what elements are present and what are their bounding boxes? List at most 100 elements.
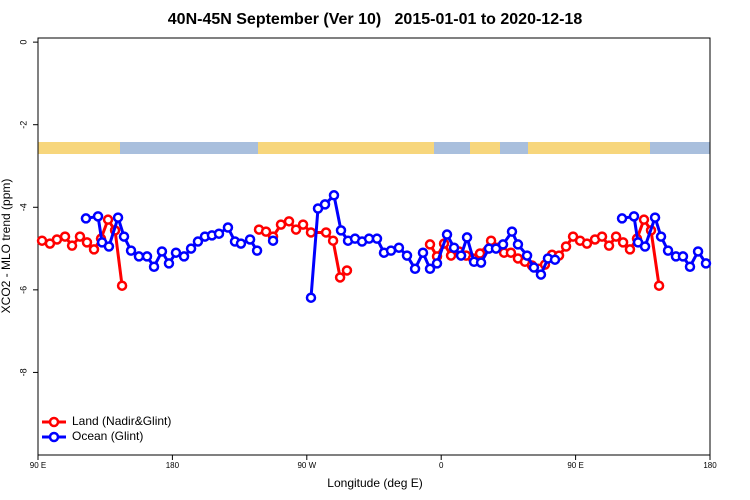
data-point xyxy=(455,250,467,261)
data-point xyxy=(283,216,295,227)
x-tick-label: 90 E xyxy=(567,461,583,470)
data-point xyxy=(74,231,86,242)
data-point xyxy=(684,261,696,272)
chart-title: 40N-45N September (Ver 10) 2015-01-01 to… xyxy=(168,11,583,28)
plot-frame xyxy=(37,37,711,456)
legend-marker xyxy=(48,431,60,443)
data-point xyxy=(80,213,92,224)
data-point xyxy=(235,238,247,249)
data-point xyxy=(328,190,340,201)
data-point xyxy=(156,246,168,257)
data-point xyxy=(549,254,561,265)
data-point xyxy=(297,219,309,230)
data-point xyxy=(66,240,78,251)
y-tick-label: -6 xyxy=(18,286,28,294)
data-point xyxy=(409,263,421,275)
x-tick-label: 90 W xyxy=(297,461,316,470)
data-point xyxy=(628,211,640,222)
data-point xyxy=(700,258,712,269)
data-point xyxy=(112,212,124,223)
data-point xyxy=(474,248,486,259)
y-axis-label: XCO2 - MLO trend (ppm) xyxy=(0,179,13,314)
data-point xyxy=(424,239,436,250)
data-point xyxy=(417,247,429,258)
data-point xyxy=(692,246,704,257)
data-point xyxy=(521,250,533,261)
legend-marker xyxy=(48,416,60,428)
data-point xyxy=(244,234,256,245)
data-point xyxy=(51,234,63,245)
data-point xyxy=(371,233,383,244)
data-point xyxy=(441,229,453,240)
data-point xyxy=(497,239,509,250)
data-point xyxy=(116,280,128,291)
data-point xyxy=(424,263,436,275)
data-point xyxy=(148,261,160,272)
data-point xyxy=(560,241,572,252)
data-point xyxy=(320,227,332,238)
y-tick-label: -4 xyxy=(18,203,28,211)
data-point xyxy=(596,231,608,242)
x-tick-label: 90 E xyxy=(30,461,46,470)
data-point xyxy=(92,211,104,222)
y-tick-label: 0 xyxy=(18,40,28,45)
data-point xyxy=(506,226,518,237)
data-point xyxy=(335,225,347,236)
data-point xyxy=(305,227,317,238)
data-point xyxy=(290,224,302,235)
data-point xyxy=(275,219,287,230)
data-point xyxy=(222,222,234,233)
legend-label: Land (Nadir&Glint) xyxy=(72,414,171,428)
data-point xyxy=(341,265,353,276)
data-point xyxy=(653,280,665,291)
y-tick-label: -8 xyxy=(18,368,28,376)
data-point xyxy=(431,258,443,269)
data-point xyxy=(448,242,460,253)
data-point xyxy=(610,231,622,242)
data-point xyxy=(677,251,689,262)
data-point xyxy=(118,231,130,242)
x-axis-label: Longitude (deg E) xyxy=(327,476,422,490)
data-point xyxy=(59,231,71,242)
data-point xyxy=(505,247,517,258)
data-point xyxy=(655,231,667,242)
data-point xyxy=(192,236,204,247)
data-point xyxy=(102,214,114,225)
x-tick-label: 180 xyxy=(166,461,180,470)
data-point xyxy=(267,235,279,246)
data-point xyxy=(103,241,115,252)
data-point xyxy=(475,257,487,268)
data-point xyxy=(141,251,153,262)
data-point xyxy=(163,258,175,269)
x-tick-label: 0 xyxy=(439,461,444,470)
data-point xyxy=(133,251,145,262)
data-point xyxy=(603,240,615,251)
data-point xyxy=(662,245,674,256)
data-point xyxy=(319,199,331,210)
data-point xyxy=(178,251,190,262)
data-point xyxy=(305,292,317,303)
data-point xyxy=(393,242,405,253)
data-point xyxy=(334,272,346,283)
data-point xyxy=(401,250,413,261)
y-tick-label: -2 xyxy=(18,121,28,129)
data-point xyxy=(535,269,547,280)
data-point xyxy=(213,228,225,239)
data-point xyxy=(170,247,182,258)
data-point xyxy=(185,243,197,254)
data-point xyxy=(88,244,100,255)
data-point xyxy=(260,226,272,237)
surface-band xyxy=(38,142,710,154)
data-point xyxy=(581,238,593,249)
data-point xyxy=(639,241,651,252)
data-point xyxy=(81,237,93,248)
data-point xyxy=(125,245,137,256)
data-point xyxy=(624,244,636,255)
data-point xyxy=(528,262,540,273)
data-point xyxy=(617,237,629,248)
data-point xyxy=(616,213,628,224)
data-point xyxy=(327,235,339,246)
legend-label: Ocean (Glint) xyxy=(72,429,143,443)
data-point xyxy=(638,214,650,225)
